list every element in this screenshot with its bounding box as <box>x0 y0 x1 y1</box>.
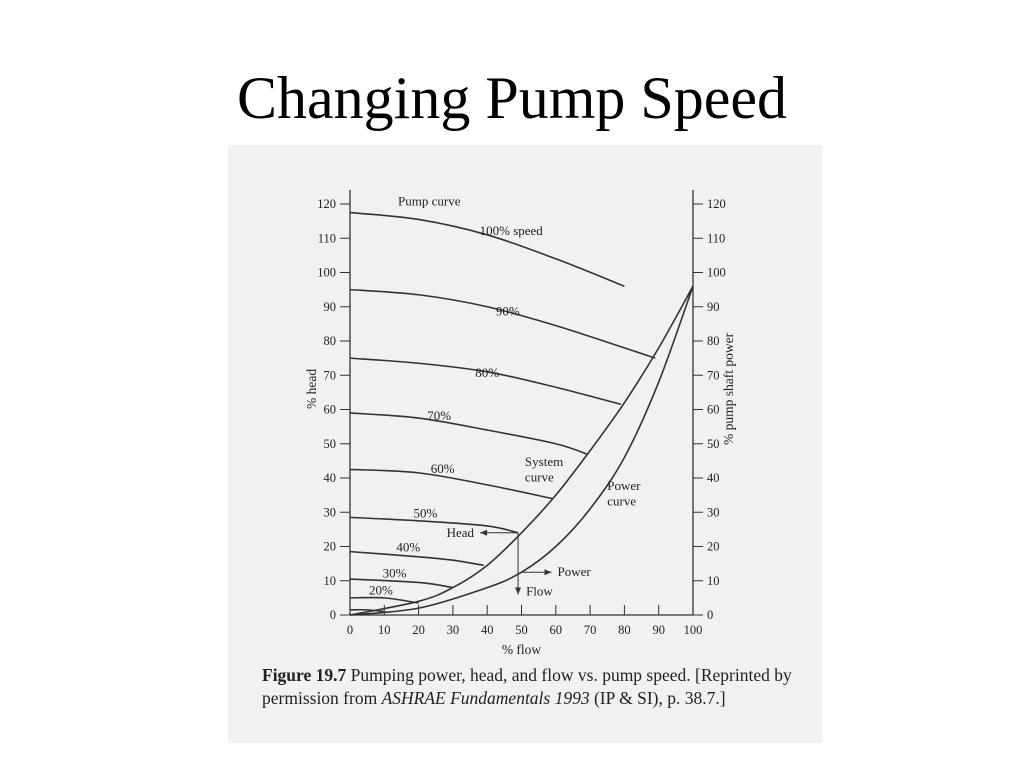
y-tick-label-right: 0 <box>707 608 713 622</box>
y-tick-label-left: 40 <box>324 471 337 485</box>
pump-curve-label: 80% <box>475 365 499 380</box>
y-axis-label-right: % pump shaft power <box>721 332 736 445</box>
caption-figure-label: Figure 19.7 <box>262 665 347 685</box>
pump-curve-9 <box>349 608 385 613</box>
x-tick-label: 30 <box>447 623 460 637</box>
x-tick-label: 90 <box>652 623 665 637</box>
pump-curve-label: 30% <box>383 565 407 580</box>
x-tick-label: 60 <box>550 623 563 637</box>
pump-curve-label: 20% <box>369 582 393 597</box>
pump-curve-7 <box>349 578 454 589</box>
caption-text: Pumping power, head, and flow vs. pump s… <box>262 665 792 708</box>
lines-layer <box>349 211 694 616</box>
y-tick-label-left: 50 <box>324 437 337 451</box>
figure-scan: 0 0 10 10 20 20 30 30 40 40 50 50 60 60 70 70 80 80 90 90 10… <box>228 145 822 743</box>
y-tick-label-left: 10 <box>324 574 337 588</box>
x-tick-label: 80 <box>618 623 631 637</box>
y-tick-label-right: 110 <box>707 231 725 245</box>
system-curve <box>349 285 694 616</box>
y-tick-label-right: 50 <box>707 437 720 451</box>
y-tick-label-left: 90 <box>324 300 337 314</box>
x-tick-label: 40 <box>481 623 494 637</box>
power-curve <box>349 285 694 616</box>
y-tick-label-left: 30 <box>324 505 337 519</box>
y-tick-label-right: 60 <box>707 403 720 417</box>
x-tick-label: 100 <box>684 623 703 637</box>
pump-curve-label: 100% speed <box>480 223 544 238</box>
power-curve-label-line2: curve <box>607 493 636 508</box>
x-axis-label: % flow <box>502 642 542 657</box>
y-tick-label-right: 80 <box>707 334 720 348</box>
pump-curve-4 <box>349 468 553 500</box>
pump-curve-label: 60% <box>431 461 455 476</box>
pump-curve-label: 40% <box>396 540 420 555</box>
y-tick-label-left: 120 <box>317 197 336 211</box>
pump-curve-3 <box>349 412 587 455</box>
y-tick-label-left: 100 <box>317 266 336 280</box>
pump-curve-annotation: Pump curve <box>398 194 461 209</box>
pump-curve-label: 50% <box>414 505 438 520</box>
caption-source-title: ASHRAE Fundamentals 1993 <box>381 688 590 708</box>
flow-annotation: Flow <box>526 583 553 598</box>
y-tick-label-right: 120 <box>707 197 726 211</box>
y-tick-label-right: 40 <box>707 471 720 485</box>
pump-curve-2 <box>349 357 622 406</box>
figure-caption: Figure 19.7 Pumping power, head, and flo… <box>262 664 792 710</box>
head-annotation: Head <box>447 525 475 540</box>
x-tick-label: 70 <box>584 623 597 637</box>
y-tick-label-right: 90 <box>707 300 720 314</box>
x-tick-label: 0 <box>347 623 353 637</box>
y-tick-label-left: 80 <box>324 334 337 348</box>
system-curve-label-line2: curve <box>525 469 554 484</box>
y-tick-label-right: 100 <box>707 266 726 280</box>
y-tick-label-left: 70 <box>324 368 337 382</box>
y-axis-label-left: % head <box>304 369 319 409</box>
flow-arrow-head <box>515 587 522 595</box>
pump-curve-label: 70% <box>427 408 451 423</box>
pump-curve-6 <box>349 550 484 567</box>
system-curve-label-line1: System <box>525 454 563 469</box>
pump-curve-label: 90% <box>496 303 520 318</box>
pump-curve-1 <box>349 288 656 359</box>
y-tick-label-right: 10 <box>707 574 720 588</box>
y-tick-label-right: 30 <box>707 505 720 519</box>
y-tick-label-right: 70 <box>707 368 720 382</box>
pump-curve-0 <box>349 211 625 287</box>
y-tick-label-left: 20 <box>324 540 337 554</box>
axes-layer <box>340 190 703 616</box>
y-tick-label-left: 60 <box>324 403 337 417</box>
caption-source-rest: (IP & SI), p. 38.7.] <box>589 688 726 708</box>
pump-curve-8 <box>349 596 419 604</box>
y-tick-label-left: 110 <box>318 231 336 245</box>
y-tick-label-left: 0 <box>330 608 336 622</box>
x-tick-label: 20 <box>412 623 425 637</box>
x-tick-label: 10 <box>378 623 391 637</box>
head-arrow-head <box>480 529 488 536</box>
power-annotation: Power <box>558 564 592 579</box>
power-curve-label-line1: Power <box>607 478 641 493</box>
x-tick-label: 50 <box>515 623 528 637</box>
pump-curve-5 <box>349 516 519 534</box>
power-arrow-head <box>544 569 552 576</box>
slide-title: Changing Pump Speed <box>237 65 787 131</box>
y-tick-label-right: 20 <box>707 540 720 554</box>
